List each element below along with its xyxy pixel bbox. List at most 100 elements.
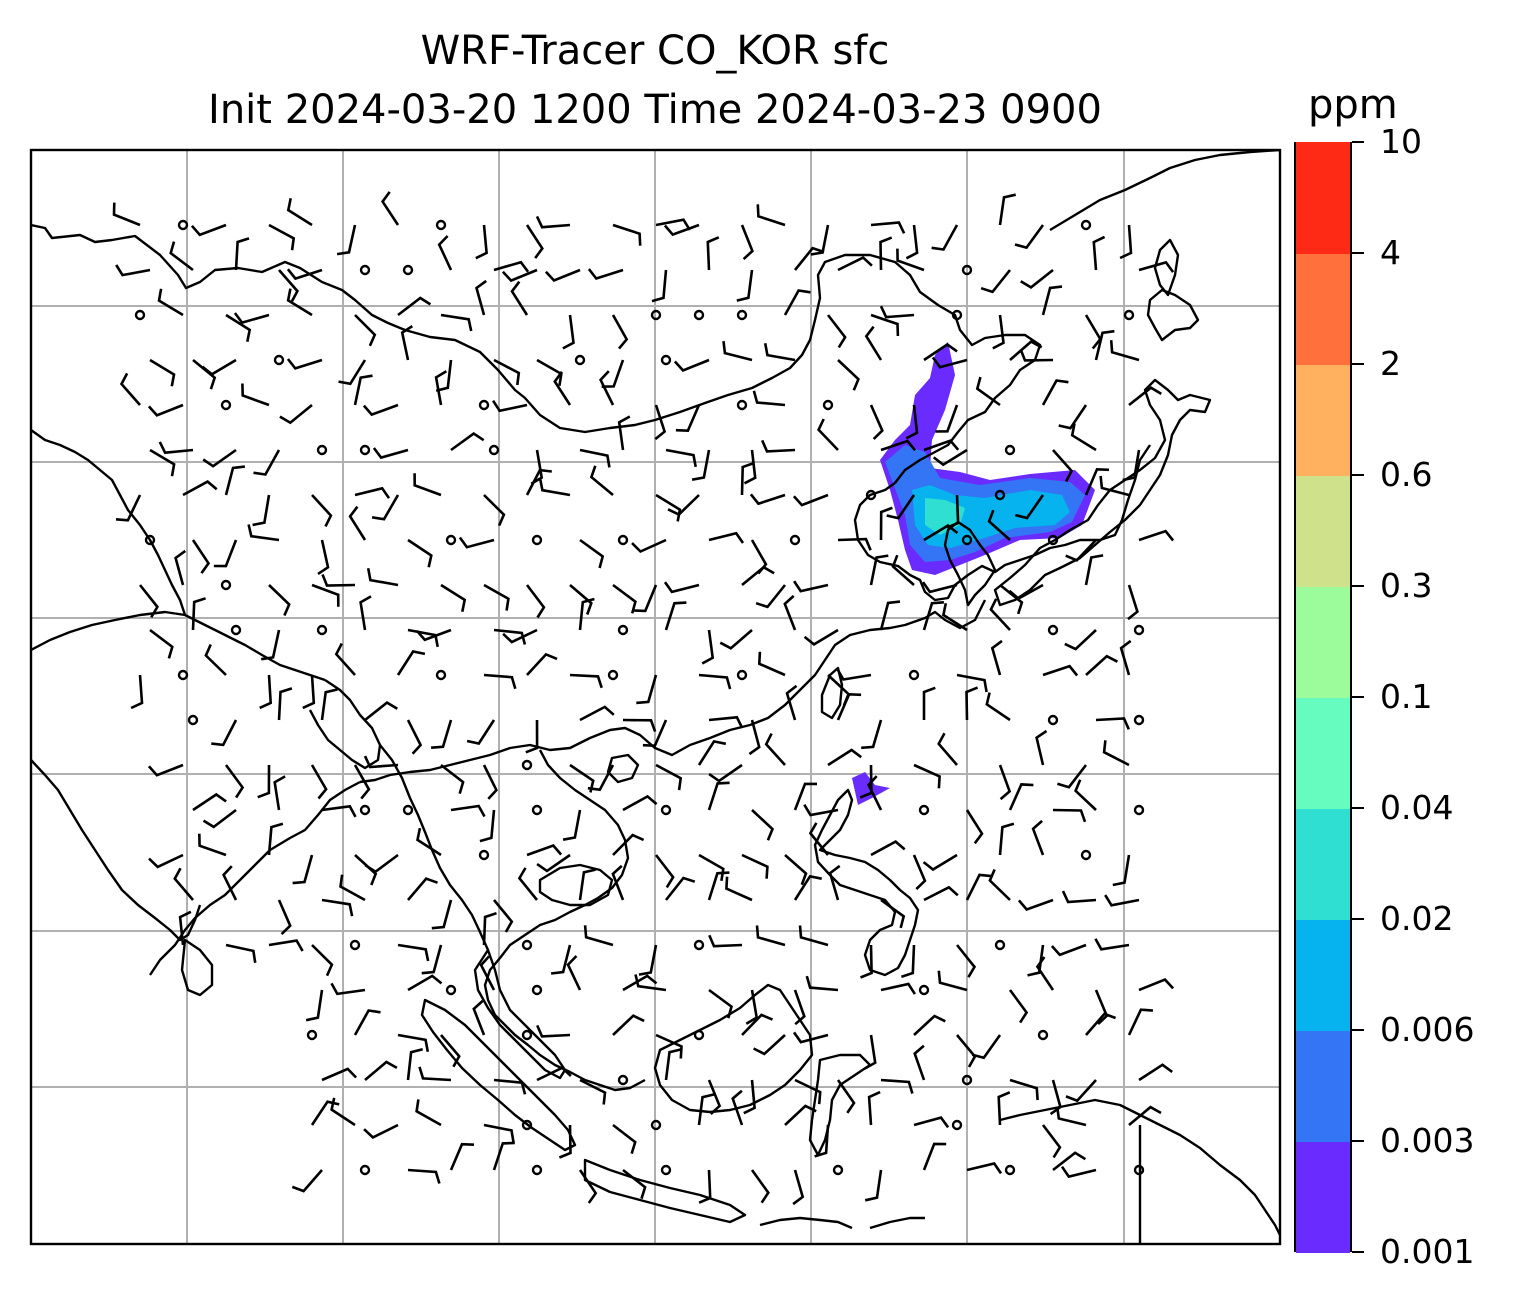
wind-barb xyxy=(268,939,304,952)
coast-borneo xyxy=(653,983,814,1114)
calm-wind-marker xyxy=(1133,804,1145,816)
calm-wind-marker xyxy=(908,669,920,681)
wind-barb xyxy=(740,224,754,261)
wind-barb xyxy=(406,1047,424,1081)
wind-barb xyxy=(407,974,443,992)
wind-barb xyxy=(119,372,141,406)
wind-barb xyxy=(691,449,711,481)
wind-barb xyxy=(268,584,291,617)
calm-wind-marker xyxy=(660,1164,672,1176)
wind-barb xyxy=(667,494,700,517)
map-frame xyxy=(29,148,1282,1246)
wind-barb xyxy=(536,853,571,873)
calm-wind-marker xyxy=(359,264,371,276)
wind-barb xyxy=(655,493,682,522)
wind-barb xyxy=(836,692,862,721)
wind-barb xyxy=(985,692,1011,722)
colorbar-tick-label: 0.02 xyxy=(1380,899,1454,938)
wind-barb xyxy=(870,313,900,337)
calm-wind-marker xyxy=(273,354,285,366)
wind-barb xyxy=(922,1142,947,1171)
calm-wind-marker xyxy=(961,534,973,546)
calm-wind-marker xyxy=(617,534,629,546)
wind-barb xyxy=(761,439,796,453)
calm-wind-marker xyxy=(402,264,414,276)
wind-barb xyxy=(956,673,988,693)
wind-barb xyxy=(493,260,530,273)
wind-barb xyxy=(397,1033,430,1052)
wind-barb xyxy=(339,874,366,902)
wind-barb xyxy=(1084,554,1104,586)
wind-barb xyxy=(708,531,745,544)
wind-barb xyxy=(115,264,151,277)
calm-wind-marker xyxy=(445,984,457,996)
calm-wind-marker xyxy=(521,759,533,771)
wind-barb xyxy=(814,1124,830,1158)
wind-barb xyxy=(870,221,906,234)
coast-gulf-thailand xyxy=(538,863,614,907)
calm-wind-marker xyxy=(660,354,672,366)
coast-japan xyxy=(993,378,1212,607)
coast-malay-peninsula xyxy=(473,948,567,1080)
wind-barb xyxy=(415,1099,442,1127)
wind-barb xyxy=(913,1014,946,1036)
wind-barb xyxy=(638,944,658,976)
wind-barb xyxy=(321,804,357,818)
wind-barb xyxy=(803,628,839,646)
wind-barb xyxy=(198,833,227,857)
calm-wind-marker xyxy=(531,534,543,546)
wind-barb xyxy=(354,314,377,347)
wind-barb xyxy=(631,538,667,554)
wind-barb xyxy=(149,448,176,477)
calm-wind-marker xyxy=(693,309,705,321)
wind-barb xyxy=(286,198,313,227)
calm-wind-marker xyxy=(617,624,629,636)
calm-wind-marker xyxy=(650,309,662,321)
wind-barb xyxy=(501,268,538,283)
wind-barb xyxy=(472,999,486,1036)
wind-barb xyxy=(482,911,497,946)
wind-barb xyxy=(279,403,313,425)
wind-barb xyxy=(359,595,372,631)
wind-barb xyxy=(896,248,925,272)
wind-barb xyxy=(1027,944,1045,977)
calm-wind-marker xyxy=(220,579,232,591)
wind-barb xyxy=(192,358,217,390)
coast-hokkaido xyxy=(1146,288,1200,342)
wind-barb xyxy=(224,465,246,496)
calm-wind-marker xyxy=(918,804,930,816)
wind-barb xyxy=(1138,260,1175,273)
wind-barb xyxy=(664,601,687,631)
wind-barb xyxy=(740,461,755,496)
wind-barb xyxy=(793,782,817,811)
wind-barb xyxy=(701,629,715,665)
wind-barb xyxy=(966,1162,1003,1175)
wind-barb xyxy=(1128,1105,1162,1126)
wind-barb xyxy=(353,764,371,800)
wind-barb xyxy=(321,574,356,587)
wind-barb xyxy=(440,583,467,612)
wind-barb xyxy=(998,764,1012,801)
wind-barb xyxy=(675,404,701,433)
wind-barb xyxy=(997,1091,1011,1126)
wind-barb xyxy=(234,237,250,271)
wind-barb xyxy=(826,314,847,349)
calm-wind-marker xyxy=(521,1029,533,1041)
wind-barb xyxy=(1065,539,1097,562)
wind-barb xyxy=(483,583,510,611)
wind-barb xyxy=(664,876,696,901)
wind-barb xyxy=(1127,1008,1153,1036)
wind-barb xyxy=(440,1034,461,1068)
wind-barb xyxy=(1050,943,1087,957)
wind-barb xyxy=(1041,379,1069,406)
wind-barb xyxy=(493,628,527,645)
wind-barb xyxy=(363,1123,399,1139)
wind-barb xyxy=(204,643,227,676)
wind-barb xyxy=(622,1168,647,1200)
calm-wind-marker xyxy=(574,354,586,366)
wind-barb xyxy=(1009,1078,1039,1101)
calm-wind-marker xyxy=(316,624,328,636)
wind-barb xyxy=(891,554,915,586)
wind-barb xyxy=(587,764,615,792)
wind-barb xyxy=(1085,654,1118,676)
